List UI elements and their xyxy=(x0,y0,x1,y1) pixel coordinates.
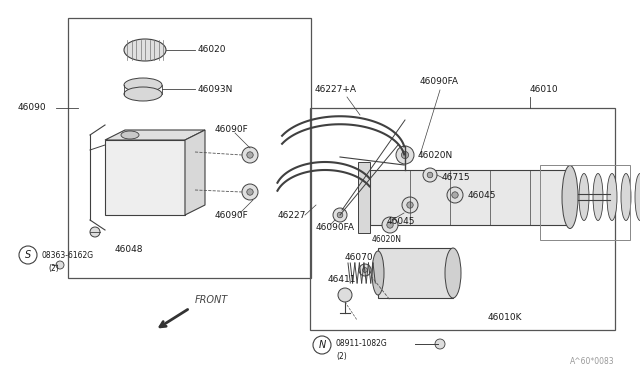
Text: 46090FA: 46090FA xyxy=(420,77,459,87)
Text: A^60*0083: A^60*0083 xyxy=(570,357,614,366)
Text: 08363-6162G: 08363-6162G xyxy=(42,250,94,260)
Polygon shape xyxy=(105,140,185,215)
Circle shape xyxy=(359,264,371,276)
Ellipse shape xyxy=(124,39,166,61)
Circle shape xyxy=(363,267,367,272)
Text: S: S xyxy=(25,250,31,260)
Circle shape xyxy=(428,172,433,178)
Circle shape xyxy=(435,339,445,349)
Text: 46227+A: 46227+A xyxy=(315,86,357,94)
Text: 46090F: 46090F xyxy=(215,211,249,219)
Ellipse shape xyxy=(124,87,162,101)
Text: 46411: 46411 xyxy=(328,276,356,285)
Ellipse shape xyxy=(445,248,461,298)
Ellipse shape xyxy=(635,173,640,221)
Circle shape xyxy=(90,227,100,237)
Circle shape xyxy=(242,184,258,200)
Circle shape xyxy=(452,192,458,198)
Ellipse shape xyxy=(593,173,603,221)
Bar xyxy=(358,162,370,233)
Text: 46020: 46020 xyxy=(198,45,227,55)
Bar xyxy=(310,108,615,330)
Circle shape xyxy=(242,147,258,163)
Ellipse shape xyxy=(579,173,589,221)
Circle shape xyxy=(402,197,418,213)
Text: 46020N: 46020N xyxy=(418,151,453,160)
Circle shape xyxy=(447,187,463,203)
Bar xyxy=(378,248,453,298)
Text: 46090F: 46090F xyxy=(215,125,249,135)
Circle shape xyxy=(407,202,413,208)
Text: 46010K: 46010K xyxy=(488,314,522,323)
Text: 08911-1082G: 08911-1082G xyxy=(336,340,388,349)
Circle shape xyxy=(333,208,347,222)
Text: N: N xyxy=(318,340,326,350)
Text: (2): (2) xyxy=(48,263,59,273)
Circle shape xyxy=(396,146,414,164)
Text: 46090: 46090 xyxy=(18,103,47,112)
Polygon shape xyxy=(185,130,205,215)
Circle shape xyxy=(338,288,352,302)
Circle shape xyxy=(387,222,393,228)
Circle shape xyxy=(19,246,37,264)
Circle shape xyxy=(337,212,343,218)
Circle shape xyxy=(247,189,253,195)
Circle shape xyxy=(313,336,331,354)
Ellipse shape xyxy=(621,173,631,221)
Text: 46715: 46715 xyxy=(442,173,470,183)
Text: 46070: 46070 xyxy=(345,253,374,263)
Ellipse shape xyxy=(607,173,617,221)
Circle shape xyxy=(423,168,437,182)
Ellipse shape xyxy=(124,78,162,92)
Text: 46227: 46227 xyxy=(278,211,307,219)
Bar xyxy=(370,170,570,225)
Bar xyxy=(68,18,311,278)
Text: 46045: 46045 xyxy=(387,218,415,227)
Bar xyxy=(540,165,630,240)
Circle shape xyxy=(247,152,253,158)
Circle shape xyxy=(401,151,408,158)
Text: FRONT: FRONT xyxy=(195,295,228,305)
Ellipse shape xyxy=(121,131,139,139)
Text: 46048: 46048 xyxy=(115,246,143,254)
Text: 46010: 46010 xyxy=(530,86,559,94)
Polygon shape xyxy=(105,130,205,140)
Ellipse shape xyxy=(562,166,578,228)
Text: 46090FA: 46090FA xyxy=(316,224,355,232)
Circle shape xyxy=(382,217,398,233)
Text: 46020N: 46020N xyxy=(372,235,402,244)
Text: 46093N: 46093N xyxy=(198,84,234,93)
Text: (2): (2) xyxy=(336,353,347,362)
Text: 46045: 46045 xyxy=(468,190,497,199)
Ellipse shape xyxy=(372,251,384,295)
Circle shape xyxy=(56,261,64,269)
